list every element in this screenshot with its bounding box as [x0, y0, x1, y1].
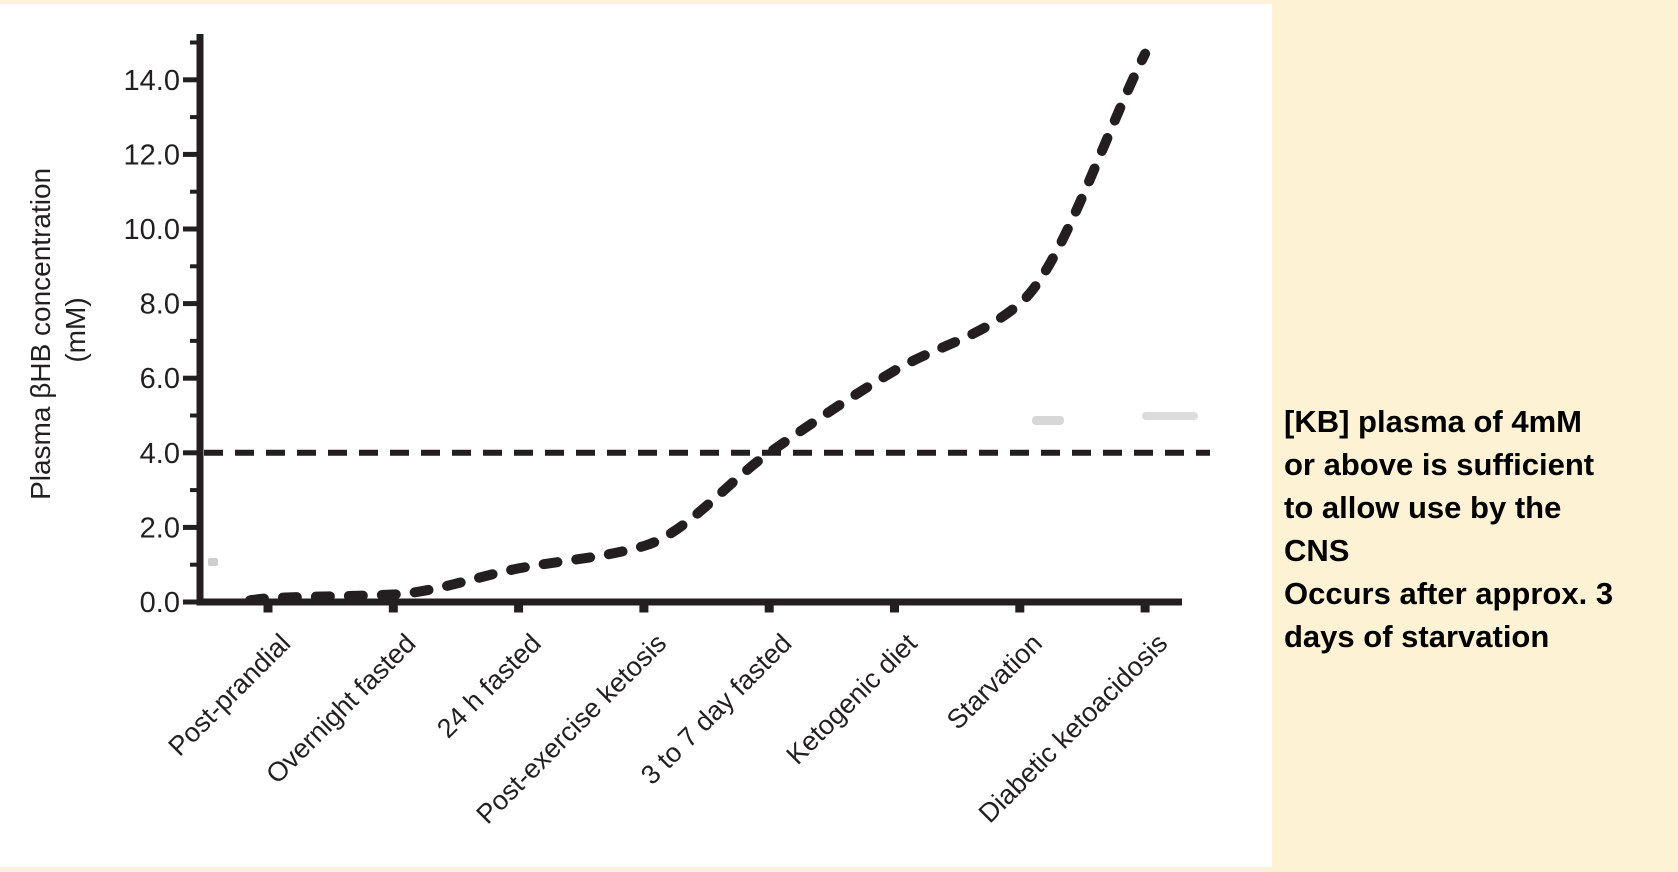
y-minor-tick: [190, 115, 200, 120]
x-tick: [1140, 604, 1150, 613]
y-minor-tick: [190, 264, 200, 269]
y-tick-label: 6.0: [140, 363, 180, 395]
y-major-tick: [183, 524, 200, 530]
x-tick: [764, 604, 774, 613]
svg-text:Plasma βHB concentration: Plasma βHB concentration (mM): [25, 160, 91, 500]
y-axis-title: Plasma βHB concentration (mM): [25, 160, 91, 500]
y-major-tick: [183, 375, 200, 381]
bhb-line-chart: Plasma βHB concentration (mM) 0.0 2.0 4.0 6…: [25, 34, 1210, 830]
svg-text:Post-prandial: Post-prandial: [163, 628, 297, 762]
annotation-line: CNS: [1284, 533, 1350, 568]
svg-text:Ketogenic diet: Ketogenic diet: [781, 628, 924, 771]
x-category-label: 24 h fasted: [431, 628, 547, 744]
y-tick-label: 14.0: [124, 65, 180, 97]
svg-text:24 h fasted: 24 h fasted: [431, 628, 547, 744]
y-major-tick: [183, 301, 200, 307]
annotation-panel-text: [KB] plasma of 4mM or above is sufficient…: [1284, 400, 1670, 658]
x-category-label: Starvation: [941, 628, 1048, 735]
x-tick: [514, 604, 524, 613]
y-axis-line: [196, 34, 204, 606]
x-category-label: Post-prandial: [163, 628, 297, 762]
annotation-line: days of starvation: [1284, 619, 1550, 654]
y-axis-title-line1: Plasma βHB concentration: [25, 168, 56, 500]
annotation-line: Occurs after approx. 3: [1284, 576, 1614, 611]
svg-text:Starvation: Starvation: [941, 628, 1048, 735]
y-major-tick: [183, 226, 200, 232]
annotation-line: or above is sufficient: [1284, 447, 1595, 482]
y-minor-tick: [190, 562, 200, 567]
y-minor-tick: [190, 189, 200, 194]
x-category-label: Ketogenic diet: [781, 628, 924, 771]
annotation-line: to allow use by the: [1284, 490, 1562, 525]
y-tick-label: 4.0: [140, 438, 180, 470]
y-tick-label: 2.0: [140, 512, 180, 544]
y-minor-tick: [190, 338, 200, 343]
x-axis-line: [196, 598, 1182, 606]
axis-labels: 0.0 2.0 4.0 6.0 8.0 10.0 12.0 14.0 Post-prandial…: [124, 65, 1174, 830]
scan-artifact: [208, 558, 218, 566]
y-major-tick: [183, 151, 200, 157]
y-major-tick: [183, 450, 200, 456]
y-tick-label: 0.0: [140, 587, 180, 619]
axes: [183, 34, 1182, 613]
x-tick: [639, 604, 649, 613]
y-tick-label: 8.0: [140, 289, 180, 321]
annotation-line: [KB] plasma of 4mM: [1284, 404, 1582, 439]
chart-figure: Plasma βHB concentration (mM) 0.0 2.0 4.0 6…: [0, 4, 1272, 867]
y-major-tick: [183, 77, 200, 83]
scan-artifacts: [208, 412, 1198, 566]
y-tick-label: 12.0: [124, 139, 180, 171]
y-minor-tick: [190, 40, 200, 45]
x-tick: [890, 604, 899, 613]
x-tick: [388, 604, 398, 613]
y-minor-tick: [190, 413, 200, 418]
plasma-bhb-curve: [245, 48, 1151, 606]
x-tick: [1015, 604, 1025, 613]
y-axis-title-line2: (mM): [60, 297, 91, 362]
scan-artifact: [1142, 412, 1198, 420]
x-tick: [263, 604, 273, 613]
y-tick-label: 10.0: [124, 214, 180, 246]
scan-artifact: [1032, 416, 1064, 425]
data-series: [204, 48, 1210, 606]
y-major-tick: [183, 599, 200, 605]
y-minor-tick: [190, 488, 200, 493]
